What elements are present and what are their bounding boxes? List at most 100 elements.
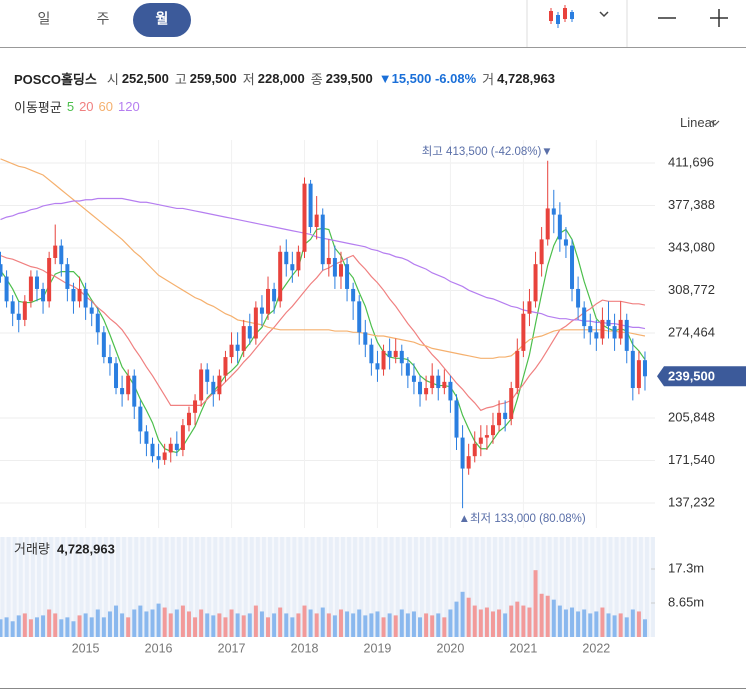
candle-body <box>272 288 277 302</box>
candle-body <box>375 363 380 370</box>
volume-bar <box>71 621 76 637</box>
chart-type-icon[interactable] <box>549 5 574 28</box>
volume-bar <box>199 609 204 637</box>
candle-body <box>338 264 343 277</box>
y-tick-label: 411,696 <box>668 154 714 169</box>
volume-bar <box>405 613 410 637</box>
candle-body <box>59 245 64 265</box>
candle-body <box>34 276 39 289</box>
volume-bar <box>308 609 313 637</box>
candle-body <box>642 360 647 377</box>
volume-bar <box>338 609 343 637</box>
volume-bar <box>259 611 264 637</box>
volume-bar <box>618 613 623 637</box>
candle-body <box>290 264 295 271</box>
volume-bar <box>424 613 429 637</box>
dropdown-chevron[interactable] <box>599 11 609 18</box>
volume-bar <box>4 617 9 637</box>
scale-selector[interactable]: Linear <box>680 115 716 130</box>
volume-bar <box>624 617 629 637</box>
volume-bar <box>460 591 465 637</box>
candle-body <box>594 332 599 339</box>
last-price-label: 239,500 <box>668 369 715 384</box>
scale-label[interactable]: Linear <box>680 115 717 130</box>
candle-body <box>120 388 125 395</box>
volume-bar <box>156 603 161 637</box>
candle-body <box>612 326 617 339</box>
volume-bar <box>357 609 362 637</box>
active-tab-pill[interactable] <box>133 3 191 37</box>
volume-bar <box>138 605 143 637</box>
field-label: 고 <box>174 72 187 87</box>
ma-legend: 이동평균 5 20 60 120 <box>14 97 145 116</box>
candle-body <box>436 375 441 389</box>
volume-bar <box>588 613 593 637</box>
volume-bar <box>430 615 435 637</box>
volume-bar <box>381 617 386 637</box>
volume-bar <box>515 601 520 637</box>
candle-body <box>95 313 100 333</box>
volume-bar <box>533 570 538 637</box>
volume-bar <box>557 605 562 637</box>
candle-body <box>527 301 532 314</box>
candle-body <box>138 406 143 432</box>
volume-bar <box>527 607 532 637</box>
candle-body <box>205 369 210 382</box>
volume-bar <box>34 617 39 637</box>
candle-body <box>168 443 173 453</box>
candle-body <box>636 360 641 389</box>
candle-body <box>618 319 623 339</box>
field-value: 4,728,963 <box>497 71 555 86</box>
y-tick-label: 171,540 <box>668 452 715 467</box>
volume-bar <box>594 611 599 637</box>
volume-bar <box>16 615 21 637</box>
candle-body <box>259 307 264 314</box>
candle-body <box>503 412 508 420</box>
field-value: 239,500 <box>325 71 373 86</box>
volume-bar <box>0 619 3 637</box>
volume-bar <box>211 615 216 637</box>
volume-bar <box>205 613 210 637</box>
tab-active[interactable]: 월 <box>156 11 169 27</box>
candle-body <box>363 332 368 345</box>
tab[interactable]: 일 <box>38 11 51 27</box>
volume-tick-label: 17.3m <box>668 560 704 575</box>
candle-body <box>576 288 581 308</box>
info-row: POSCO홀딩스 시 252,500 고 259,500 저 228,000 종 239… <box>14 69 561 88</box>
candle-body <box>0 264 3 277</box>
candle-body <box>144 431 149 444</box>
volume-bar <box>539 593 544 637</box>
volume-bar <box>545 595 550 637</box>
candle-body <box>28 276 33 302</box>
field-label: 거 <box>482 72 495 87</box>
zoom-in[interactable] <box>710 9 728 27</box>
volume-bar <box>89 617 94 637</box>
volume-bar <box>563 609 568 637</box>
volume-bar <box>606 613 611 637</box>
volume-bar <box>229 609 234 637</box>
candle-body <box>557 214 562 240</box>
volume-bar <box>600 607 605 637</box>
candle-body <box>296 251 301 271</box>
volume-bar <box>570 607 575 637</box>
ma-line <box>0 158 646 359</box>
candle-body <box>47 257 52 302</box>
volume-bar <box>132 609 137 637</box>
scale-chevron[interactable] <box>710 120 720 126</box>
candle-body <box>399 350 404 364</box>
field-value: 259,500 <box>189 71 237 86</box>
x-tick-label: 2019 <box>364 641 392 655</box>
candle-body <box>150 443 155 457</box>
candle-body <box>284 251 289 265</box>
candle-body <box>630 350 635 389</box>
candle-body <box>448 381 453 401</box>
candle-body <box>174 443 179 450</box>
candle-body <box>509 388 514 420</box>
volume-bar <box>326 613 331 637</box>
candle-body <box>77 288 82 302</box>
volume-bar <box>235 613 240 637</box>
tab[interactable]: 주 <box>97 11 110 27</box>
volume-bar <box>47 609 52 637</box>
candle-body <box>278 251 283 302</box>
candle-body <box>484 435 489 438</box>
